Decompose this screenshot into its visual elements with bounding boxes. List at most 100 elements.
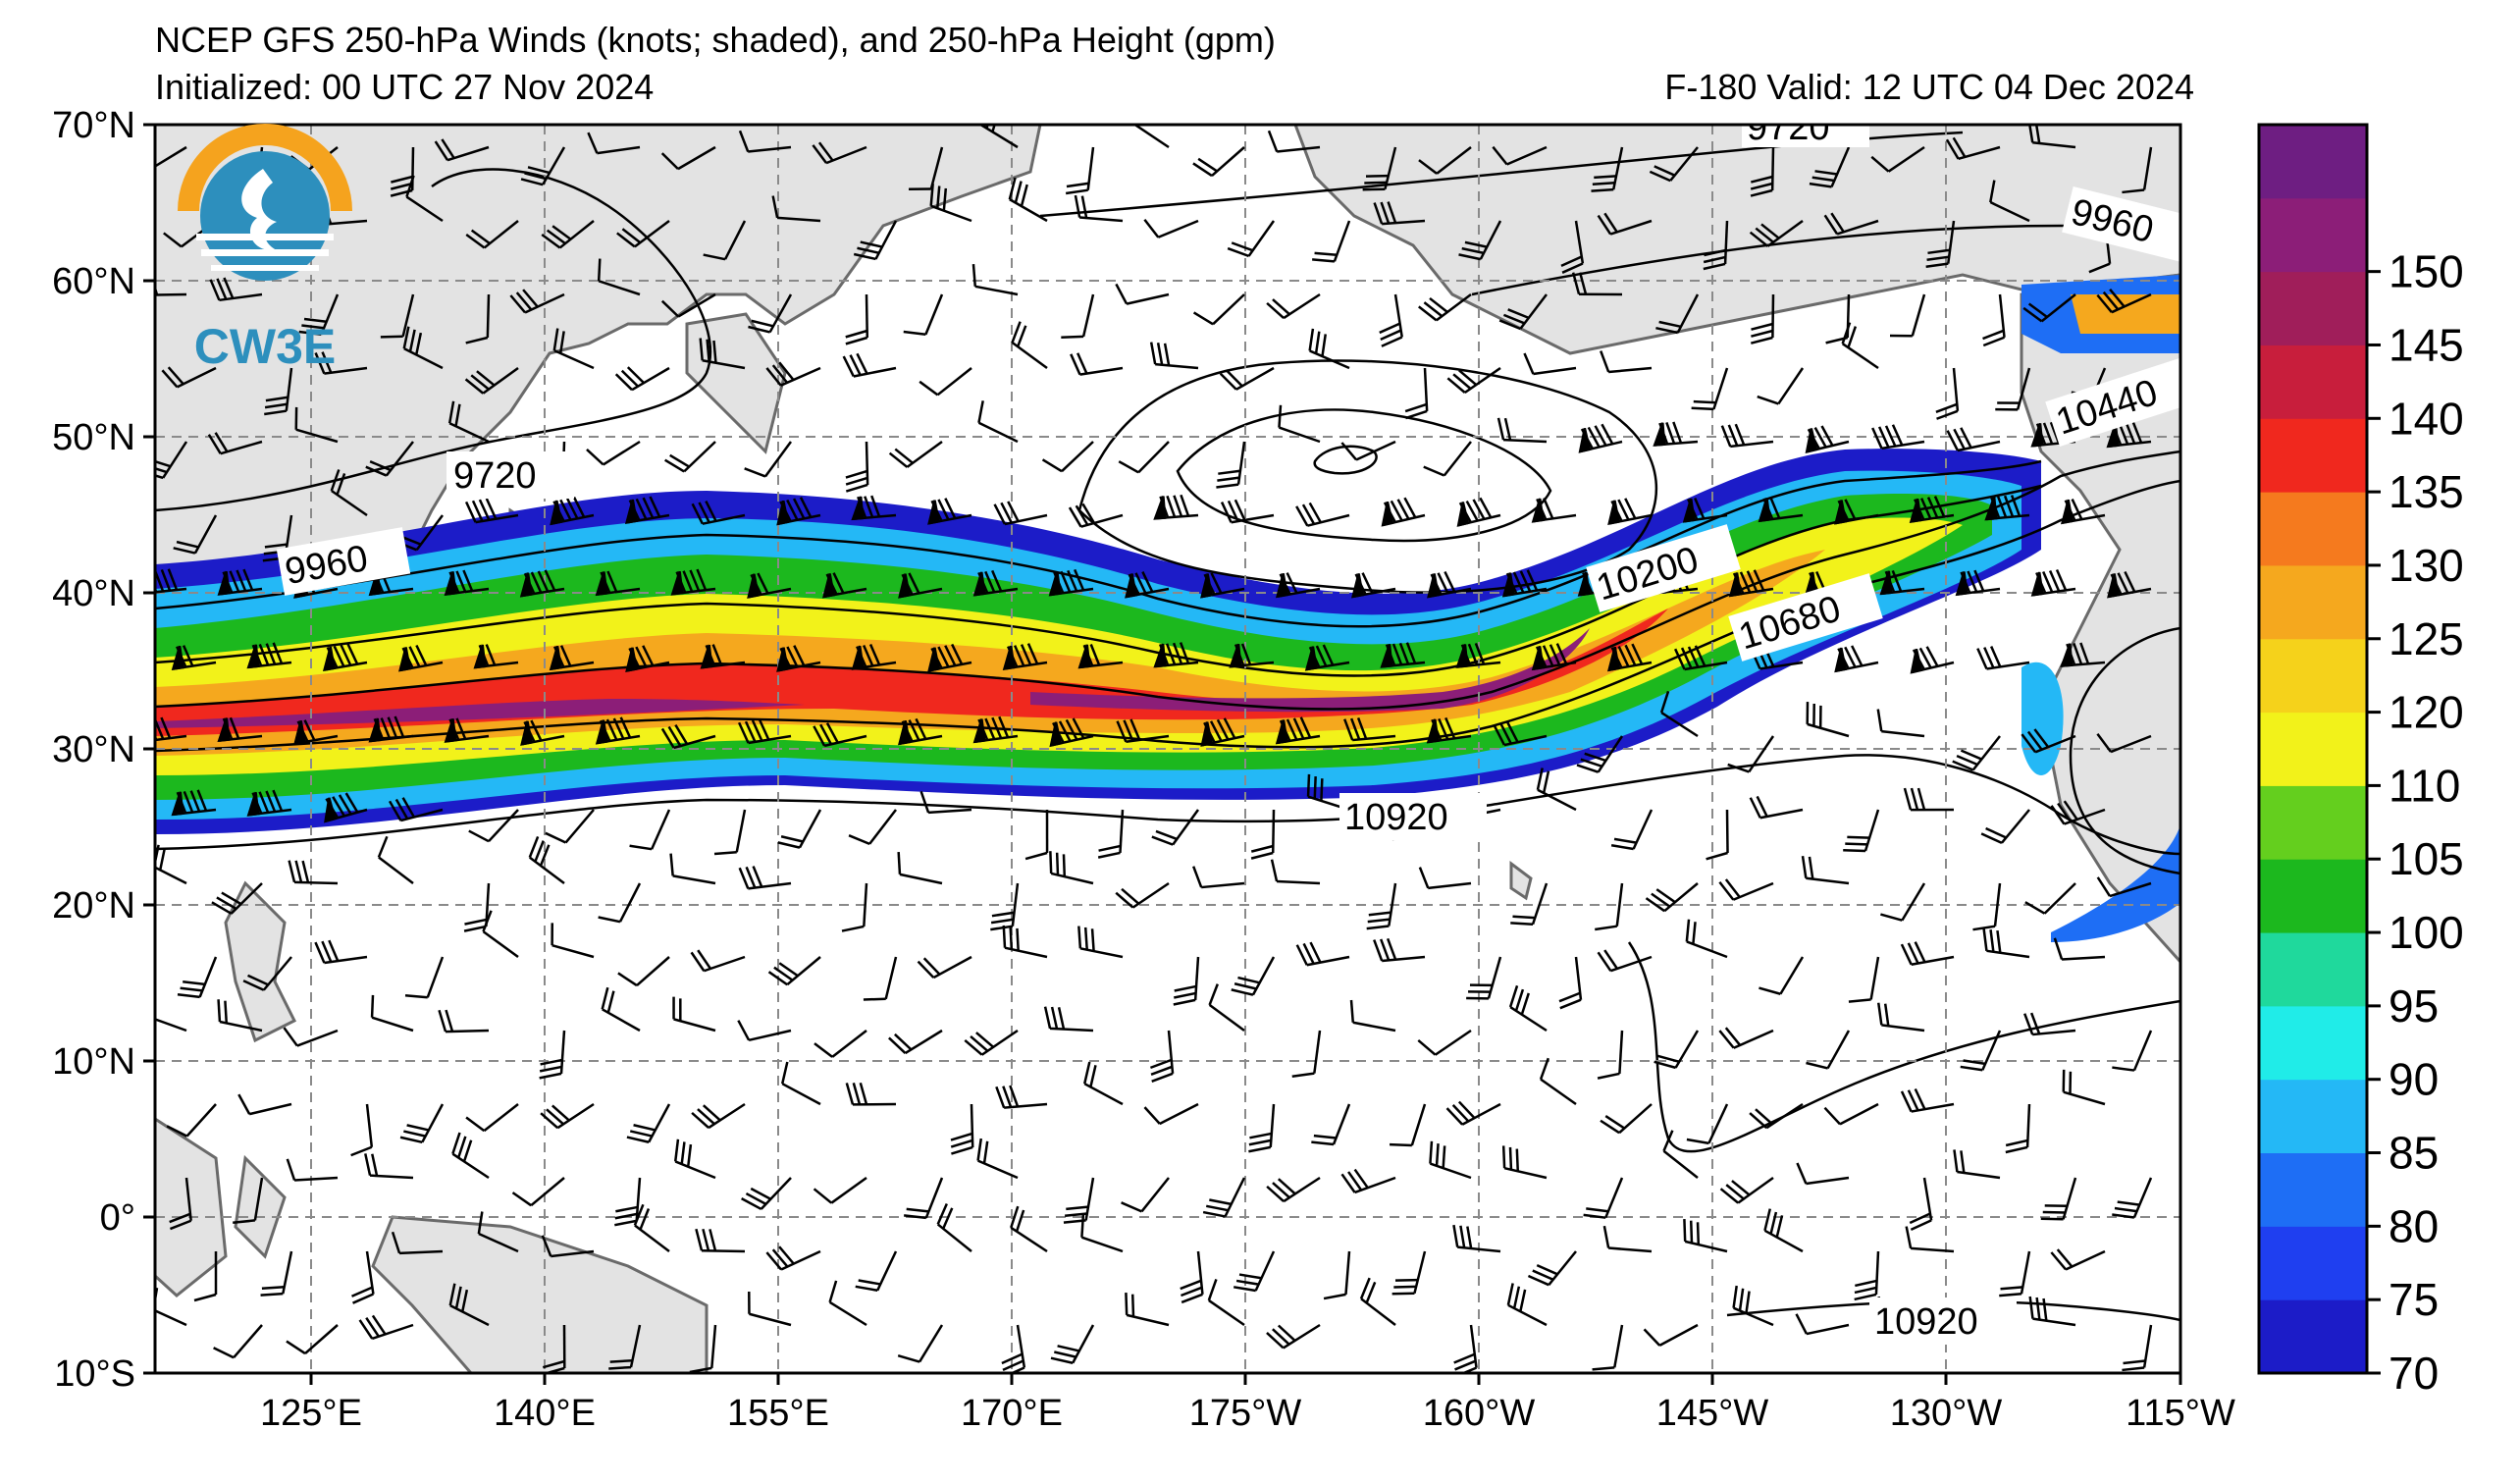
- wind-barb: [1571, 272, 1623, 296]
- wind-barb: [1149, 342, 1199, 370]
- wind-barb: [1823, 1102, 1879, 1126]
- wind-barb: [464, 498, 519, 524]
- wind-barb: [1955, 569, 2001, 597]
- wind-barb: [1809, 146, 1851, 188]
- wind-barb: [703, 220, 747, 261]
- colorbar-segment: [2259, 1152, 2367, 1227]
- wind-barb: [964, 1029, 1019, 1056]
- wind-barb: [1558, 956, 1583, 1010]
- wind-barb: [2053, 937, 2106, 961]
- wind-barb: [848, 809, 897, 846]
- wind-barb: [1340, 1168, 1396, 1194]
- lat-label: 10°S: [54, 1353, 135, 1395]
- wind-barb: [1024, 809, 1049, 861]
- wind-barb: [1192, 293, 1245, 326]
- wind-barb: [748, 1291, 792, 1327]
- wind-barb: [364, 1153, 414, 1180]
- contour-9960: [155, 459, 2042, 628]
- lon-label: 170°E: [961, 1393, 1063, 1434]
- contour-9720-north: [155, 168, 712, 512]
- wind-barb: [1576, 735, 1624, 773]
- wind-barb: [1972, 882, 2002, 931]
- wind-barb: [765, 1245, 821, 1271]
- wind-barb: [608, 1324, 642, 1370]
- colorbar-frame: [2257, 123, 2369, 1375]
- wind-band-mexico: [2051, 824, 2180, 942]
- wind-barb: [551, 923, 595, 959]
- wind-barb: [1655, 293, 1700, 335]
- wind-barb: [350, 1103, 374, 1157]
- wind-barb: [405, 175, 444, 223]
- wind-barb: [1654, 1030, 1700, 1070]
- wind-barb: [207, 432, 263, 455]
- wind-barb: [595, 716, 641, 745]
- wind-barb: [1343, 716, 1396, 742]
- wind-barb: [1591, 146, 1624, 192]
- wind-barb: [1115, 881, 1170, 909]
- wind-barb: [1982, 293, 2006, 347]
- colorbar-label: 130: [2389, 540, 2464, 591]
- wind-barb: [463, 882, 491, 932]
- wind-barb: [664, 441, 716, 473]
- wind-barb: [1231, 956, 1276, 996]
- wind-barb: [217, 999, 263, 1033]
- colorbar-segment: [2259, 197, 2367, 273]
- wind-barb: [1418, 867, 1472, 890]
- wind-barb: [888, 1029, 943, 1055]
- wind-barb: [1002, 925, 1048, 959]
- wind-barb: [1889, 293, 1926, 338]
- wind-barb: [314, 939, 368, 965]
- wind-barb: [1229, 643, 1275, 668]
- wind-barb: [822, 572, 867, 599]
- wind-barb: [919, 790, 972, 815]
- wind-barb: [660, 292, 716, 318]
- wind-barb: [1600, 350, 1653, 374]
- wind-barb: [1080, 1214, 1124, 1253]
- wind-barb: [972, 715, 1019, 744]
- colorbar-segment: [2259, 1299, 2367, 1374]
- wind-barb: [1703, 220, 1729, 271]
- wind-barb: [1275, 572, 1321, 599]
- logo-sun-arc: [178, 124, 352, 212]
- wind-barb: [767, 956, 821, 986]
- wind-barb: [2062, 1069, 2106, 1106]
- wind-barb: [1008, 177, 1048, 223]
- colorbar-segment: [2259, 712, 2367, 786]
- wind-barb: [1083, 1061, 1124, 1106]
- land-sulawesi: [234, 1154, 287, 1259]
- wind-barb: [1805, 425, 1850, 453]
- wind-barb: [448, 1283, 490, 1327]
- wind-barb: [1362, 146, 1397, 191]
- wind-barb: [217, 716, 263, 743]
- wind-barb: [519, 569, 565, 598]
- wind-barb: [1597, 212, 1653, 236]
- wind-barb: [1466, 956, 1502, 1000]
- wind-barb: [2122, 1324, 2153, 1372]
- wind-barb: [995, 1085, 1048, 1109]
- wind-barb: [1960, 1030, 2002, 1072]
- colorbar-segment: [2259, 271, 2367, 345]
- colorbar-segment: [2259, 932, 2367, 1007]
- wind-barb: [1763, 1208, 1804, 1253]
- wind-barb: [1749, 1102, 1804, 1130]
- wind-barb: [765, 361, 821, 387]
- lon-label: 160°W: [1423, 1393, 1536, 1434]
- wind-barb: [1207, 1279, 1245, 1327]
- wind-barb: [903, 293, 944, 336]
- wind-barb: [1498, 293, 1548, 331]
- wind-barb: [2096, 876, 2152, 898]
- wind-barb: [776, 497, 821, 526]
- wind-barb: [447, 400, 490, 444]
- wind-barb: [1718, 1027, 1774, 1049]
- wind-barb: [155, 995, 187, 1033]
- wind-barb: [2022, 293, 2076, 323]
- wind-barb: [597, 258, 641, 296]
- wind-barb: [1304, 644, 1350, 671]
- wind-barb: [1719, 1176, 1774, 1204]
- wind-barb: [404, 956, 445, 999]
- wind-barb: [1423, 441, 1472, 477]
- lat-label: 30°N: [52, 729, 135, 770]
- wind-barb: [660, 145, 716, 171]
- wind-barb: [155, 1287, 187, 1327]
- wind-barb: [399, 1103, 445, 1144]
